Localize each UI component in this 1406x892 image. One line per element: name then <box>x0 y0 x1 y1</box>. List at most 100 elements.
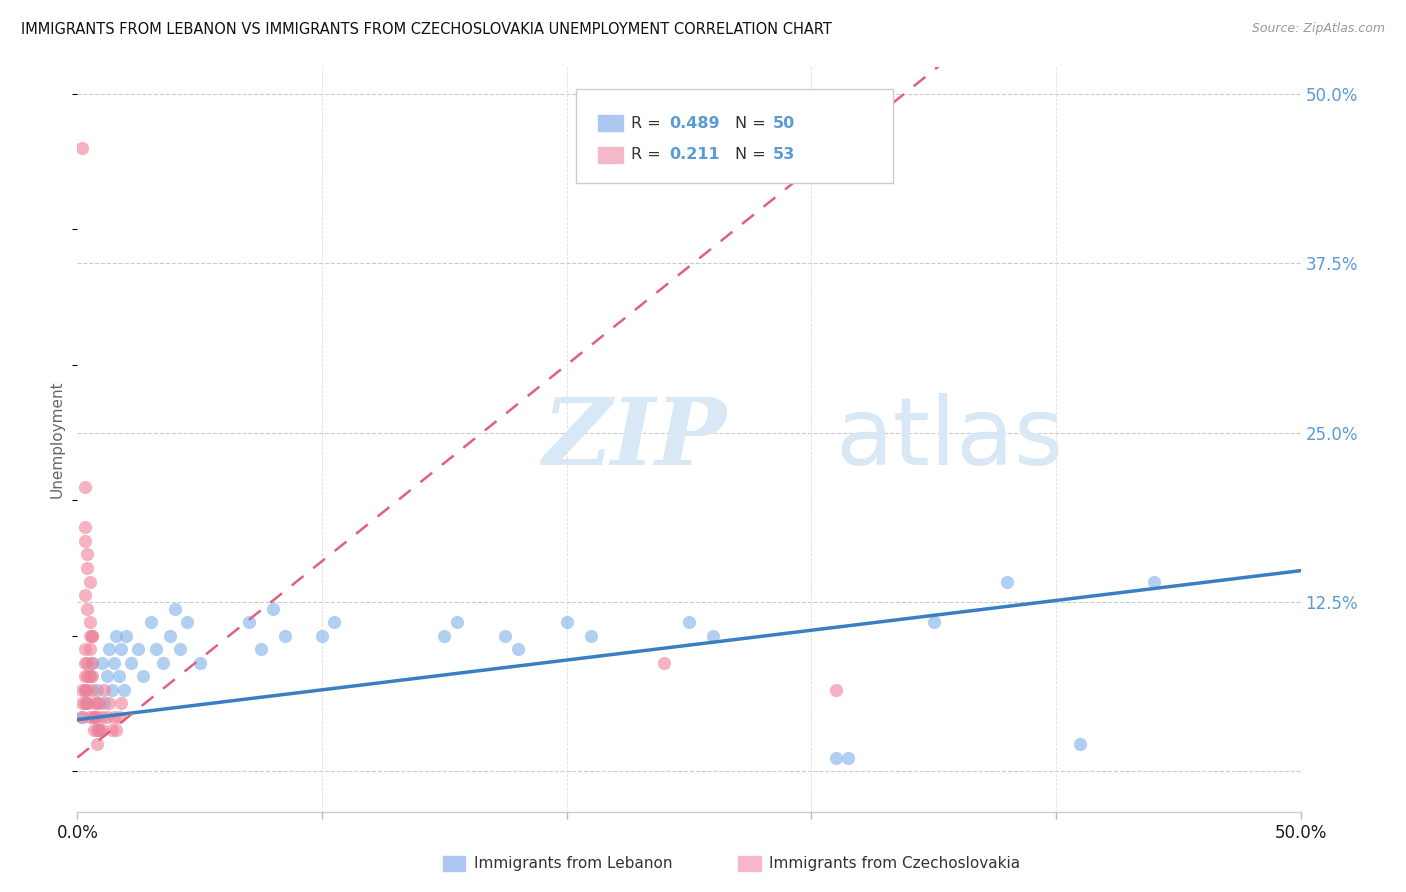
Point <box>152 656 174 670</box>
Text: 0.211: 0.211 <box>669 147 720 162</box>
Point <box>70 710 93 724</box>
Point <box>70 141 93 155</box>
Point <box>73 520 96 534</box>
Point <box>238 615 260 629</box>
Text: IMMIGRANTS FROM LEBANON VS IMMIGRANTS FROM CZECHOSLOVAKIA UNEMPLOYMENT CORRELATI: IMMIGRANTS FROM LEBANON VS IMMIGRANTS FR… <box>21 22 832 37</box>
Text: N =: N = <box>735 147 772 162</box>
Point <box>76 548 98 562</box>
Point <box>108 669 131 683</box>
Point <box>108 710 131 724</box>
Point <box>70 710 93 724</box>
Text: R =: R = <box>631 147 666 162</box>
Point <box>79 669 101 683</box>
Point <box>115 629 138 643</box>
Point <box>86 697 108 711</box>
Point <box>90 710 112 724</box>
Point <box>98 697 121 711</box>
Point <box>654 656 676 670</box>
Y-axis label: Unemployment: Unemployment <box>49 381 65 498</box>
Point <box>433 629 456 643</box>
Point <box>73 588 96 602</box>
Point <box>83 710 105 724</box>
Point <box>80 656 103 670</box>
Point <box>446 615 468 629</box>
Point <box>93 682 115 697</box>
Point <box>132 669 155 683</box>
Point <box>824 750 846 764</box>
Point <box>96 669 118 683</box>
Point <box>1143 574 1166 589</box>
Point <box>86 723 108 738</box>
Point <box>76 561 98 575</box>
Text: N =: N = <box>735 116 772 131</box>
Point <box>323 615 346 629</box>
Point <box>80 629 103 643</box>
Point <box>89 697 111 711</box>
Point <box>90 656 112 670</box>
Point <box>79 642 101 657</box>
Point <box>169 642 191 657</box>
Point <box>250 642 273 657</box>
Point <box>176 615 198 629</box>
Point <box>105 629 128 643</box>
Point <box>1069 737 1091 751</box>
Point <box>90 723 112 738</box>
Point <box>73 682 96 697</box>
Point <box>922 615 945 629</box>
Point <box>80 629 103 643</box>
Point <box>495 629 517 643</box>
Text: atlas: atlas <box>835 393 1064 485</box>
Point <box>274 629 297 643</box>
Point <box>79 669 101 683</box>
Text: ZIP: ZIP <box>543 394 727 484</box>
Point <box>83 710 105 724</box>
Point <box>76 656 98 670</box>
Point <box>76 682 98 697</box>
Point <box>73 533 96 548</box>
Text: 53: 53 <box>773 147 796 162</box>
Point <box>678 615 700 629</box>
Point <box>100 682 122 697</box>
Point <box>837 750 859 764</box>
Point <box>100 723 122 738</box>
Point <box>79 574 101 589</box>
Point <box>93 697 115 711</box>
Text: R =: R = <box>631 116 666 131</box>
Point <box>96 710 118 724</box>
Point <box>824 682 846 697</box>
Point <box>73 656 96 670</box>
Point <box>79 629 101 643</box>
Point <box>73 480 96 494</box>
Text: 0.489: 0.489 <box>669 116 720 131</box>
Point <box>103 656 125 670</box>
Point <box>165 601 187 615</box>
Point <box>188 656 211 670</box>
Point <box>89 723 111 738</box>
Point <box>76 601 98 615</box>
Point <box>73 697 96 711</box>
Point <box>83 710 105 724</box>
Point <box>86 737 108 751</box>
Point <box>103 710 125 724</box>
Text: Immigrants from Lebanon: Immigrants from Lebanon <box>474 856 672 871</box>
Point <box>127 642 149 657</box>
Point <box>579 629 602 643</box>
Point <box>86 710 108 724</box>
Point <box>83 697 105 711</box>
Point <box>80 669 103 683</box>
Point <box>110 697 132 711</box>
Point <box>120 656 142 670</box>
Point <box>70 697 93 711</box>
Point <box>702 629 724 643</box>
Point <box>105 723 128 738</box>
Point <box>79 615 101 629</box>
Text: 50: 50 <box>773 116 796 131</box>
Point <box>555 615 578 629</box>
Point <box>76 697 98 711</box>
Point <box>995 574 1018 589</box>
Point <box>506 642 529 657</box>
Text: Immigrants from Czechoslovakia: Immigrants from Czechoslovakia <box>769 856 1021 871</box>
Point <box>145 642 167 657</box>
Point <box>80 682 103 697</box>
Point <box>89 723 111 738</box>
